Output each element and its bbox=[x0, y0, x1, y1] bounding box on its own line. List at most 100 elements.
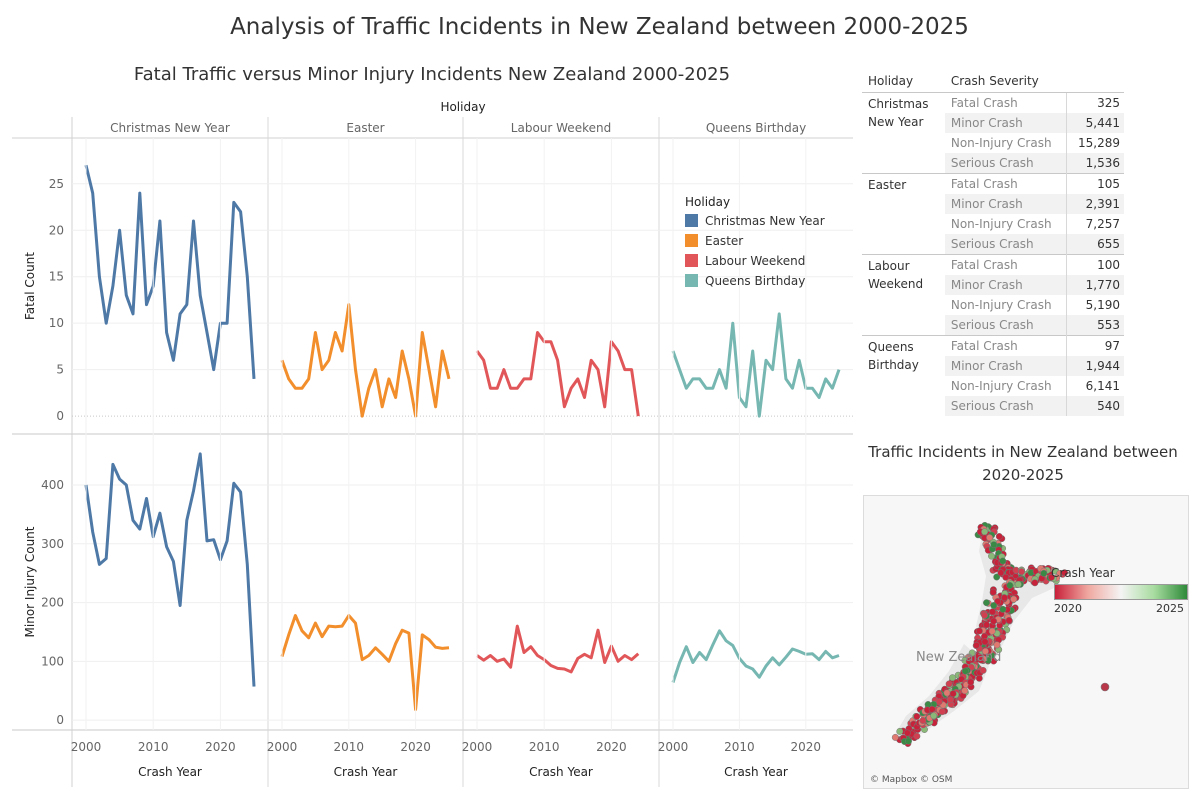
map-crash-point[interactable] bbox=[967, 678, 975, 686]
map-crash-point[interactable] bbox=[919, 717, 927, 724]
severity-label: Serious Crash bbox=[944, 396, 1067, 416]
severity-label: Minor Crash bbox=[944, 113, 1067, 133]
map-crash-point[interactable] bbox=[995, 533, 1003, 540]
map-crash-point[interactable] bbox=[1040, 569, 1048, 577]
map-crash-point[interactable] bbox=[943, 689, 951, 697]
map-crash-point[interactable] bbox=[1001, 594, 1008, 602]
table-row: Non-Injury Crash 5,190 bbox=[862, 295, 1124, 315]
map-crash-point[interactable] bbox=[905, 737, 912, 745]
map-crash-point[interactable] bbox=[891, 733, 899, 741]
crash-year-min: 2020 bbox=[1054, 602, 1082, 615]
severity-label: Minor Crash bbox=[944, 275, 1067, 295]
severity-count: 1,770 bbox=[1065, 275, 1124, 295]
map-crash-point[interactable] bbox=[946, 696, 954, 704]
legend-swatch bbox=[685, 254, 698, 267]
map-crash-point[interactable] bbox=[938, 708, 946, 716]
severity-count: 1,536 bbox=[1065, 153, 1124, 174]
map-crash-point[interactable] bbox=[949, 674, 956, 682]
map-crash-point[interactable] bbox=[930, 712, 938, 720]
map-crash-point[interactable] bbox=[903, 729, 911, 737]
map-crash-point[interactable] bbox=[988, 627, 996, 635]
map-crash-point[interactable] bbox=[1031, 579, 1039, 587]
map-crash-point[interactable] bbox=[981, 528, 989, 536]
severity-count: 325 bbox=[1065, 92, 1124, 113]
severity-label: Fatal Crash bbox=[944, 92, 1067, 113]
map-crash-point[interactable] bbox=[1005, 616, 1013, 624]
x-tick-label: 2000 bbox=[658, 740, 689, 754]
series-line-queens-birthday[interactable] bbox=[671, 629, 840, 683]
legend-entry: Queens Birthday bbox=[705, 274, 805, 288]
x-tick-label: 2000 bbox=[462, 740, 493, 754]
series-line-christmas-new-year[interactable] bbox=[84, 164, 256, 379]
table-row: Serious Crash 540 bbox=[862, 396, 1124, 416]
series-line-easter[interactable] bbox=[280, 303, 451, 418]
y-tick-label: 400 bbox=[41, 478, 64, 492]
severity-label: Serious Crash bbox=[944, 234, 1067, 255]
map-crash-point[interactable] bbox=[961, 667, 969, 675]
map-crash-point[interactable] bbox=[972, 641, 980, 649]
panel-header-3: Queens Birthday bbox=[706, 121, 806, 135]
map-crash-point[interactable] bbox=[986, 534, 994, 542]
table-row: Serious Crash 655 bbox=[862, 234, 1124, 255]
severity-label: Non-Injury Crash bbox=[950, 217, 1052, 231]
map-crash-point[interactable] bbox=[1047, 573, 1055, 581]
map-crash-point[interactable] bbox=[981, 638, 989, 646]
severity-label: Non-Injury Crash bbox=[950, 298, 1052, 312]
x-axis-label: Crash Year bbox=[138, 765, 202, 779]
map-crash-point[interactable] bbox=[989, 588, 997, 596]
severity-count: 655 bbox=[1065, 234, 1124, 255]
map-crash-point[interactable] bbox=[1018, 568, 1025, 576]
map-crash-point[interactable] bbox=[981, 647, 989, 655]
series-line-labour-weekend[interactable] bbox=[476, 624, 640, 674]
series-line-christmas-new-year[interactable] bbox=[84, 452, 256, 687]
map-crash-point[interactable] bbox=[935, 698, 943, 706]
table-row: Non-Injury Crash 15,289 bbox=[862, 133, 1124, 153]
y-tick-label: 200 bbox=[41, 596, 64, 610]
map-crash-point[interactable] bbox=[989, 608, 996, 616]
table-row: Serious Crash 1,536 bbox=[862, 153, 1124, 174]
map-crash-point[interactable] bbox=[993, 641, 1001, 649]
table-row: Minor Crash 5,441 bbox=[862, 113, 1124, 133]
map-crash-point[interactable] bbox=[990, 617, 998, 625]
map-crash-point[interactable] bbox=[981, 611, 988, 619]
y-tick-label: 5 bbox=[56, 363, 64, 377]
map-crash-point[interactable] bbox=[975, 627, 983, 635]
severity-label: Minor Crash bbox=[944, 194, 1067, 214]
map-crash-point[interactable] bbox=[988, 552, 995, 560]
map-crash-point[interactable] bbox=[979, 666, 987, 674]
map-crash-point[interactable] bbox=[913, 713, 921, 720]
holiday-group-label: Easter bbox=[862, 173, 945, 255]
severity-count: 7,257 bbox=[1065, 214, 1124, 234]
nz-map[interactable]: New Zealand Crash Year 2020 2025 © Mapbo… bbox=[863, 495, 1189, 789]
map-crash-point[interactable] bbox=[1061, 569, 1068, 577]
map-crash-point[interactable] bbox=[913, 732, 921, 740]
map-crash-point[interactable] bbox=[990, 541, 998, 549]
map-crash-point[interactable] bbox=[961, 687, 969, 695]
map-crash-point[interactable] bbox=[1006, 581, 1014, 589]
map-crash-point[interactable] bbox=[1010, 595, 1018, 603]
small-multiples-chart[interactable]: Holiday Christmas New Year Easter Labour We… bbox=[0, 95, 860, 799]
series-line-queens-birthday[interactable] bbox=[671, 312, 841, 418]
map-crash-point[interactable] bbox=[983, 599, 990, 607]
severity-label: Non-Injury Crash bbox=[950, 379, 1052, 393]
series-line-labour-weekend[interactable] bbox=[475, 331, 640, 417]
map-crash-point[interactable] bbox=[896, 727, 904, 735]
series-line-easter[interactable] bbox=[280, 614, 450, 711]
map-crash-point[interactable] bbox=[997, 569, 1005, 577]
map-crash-point[interactable] bbox=[977, 656, 985, 664]
map-crash-point[interactable] bbox=[975, 674, 983, 682]
map-crash-point[interactable] bbox=[945, 680, 953, 688]
map-crash-point[interactable] bbox=[983, 621, 991, 629]
map-canvas[interactable] bbox=[864, 496, 1188, 788]
x-axis-label: Crash Year bbox=[334, 765, 398, 779]
map-crash-point[interactable] bbox=[993, 573, 1001, 581]
map-crash-points[interactable] bbox=[891, 521, 1068, 747]
map-crash-point[interactable] bbox=[1014, 580, 1022, 588]
map-crash-point[interactable] bbox=[990, 602, 998, 609]
map-crash-point[interactable] bbox=[999, 557, 1007, 565]
legend-entry: Labour Weekend bbox=[705, 254, 805, 268]
map-point-chatham[interactable] bbox=[1100, 682, 1110, 692]
map-crash-point[interactable] bbox=[949, 690, 957, 698]
x-tick-label: 2020 bbox=[205, 740, 236, 754]
map-crash-point[interactable] bbox=[999, 605, 1007, 613]
